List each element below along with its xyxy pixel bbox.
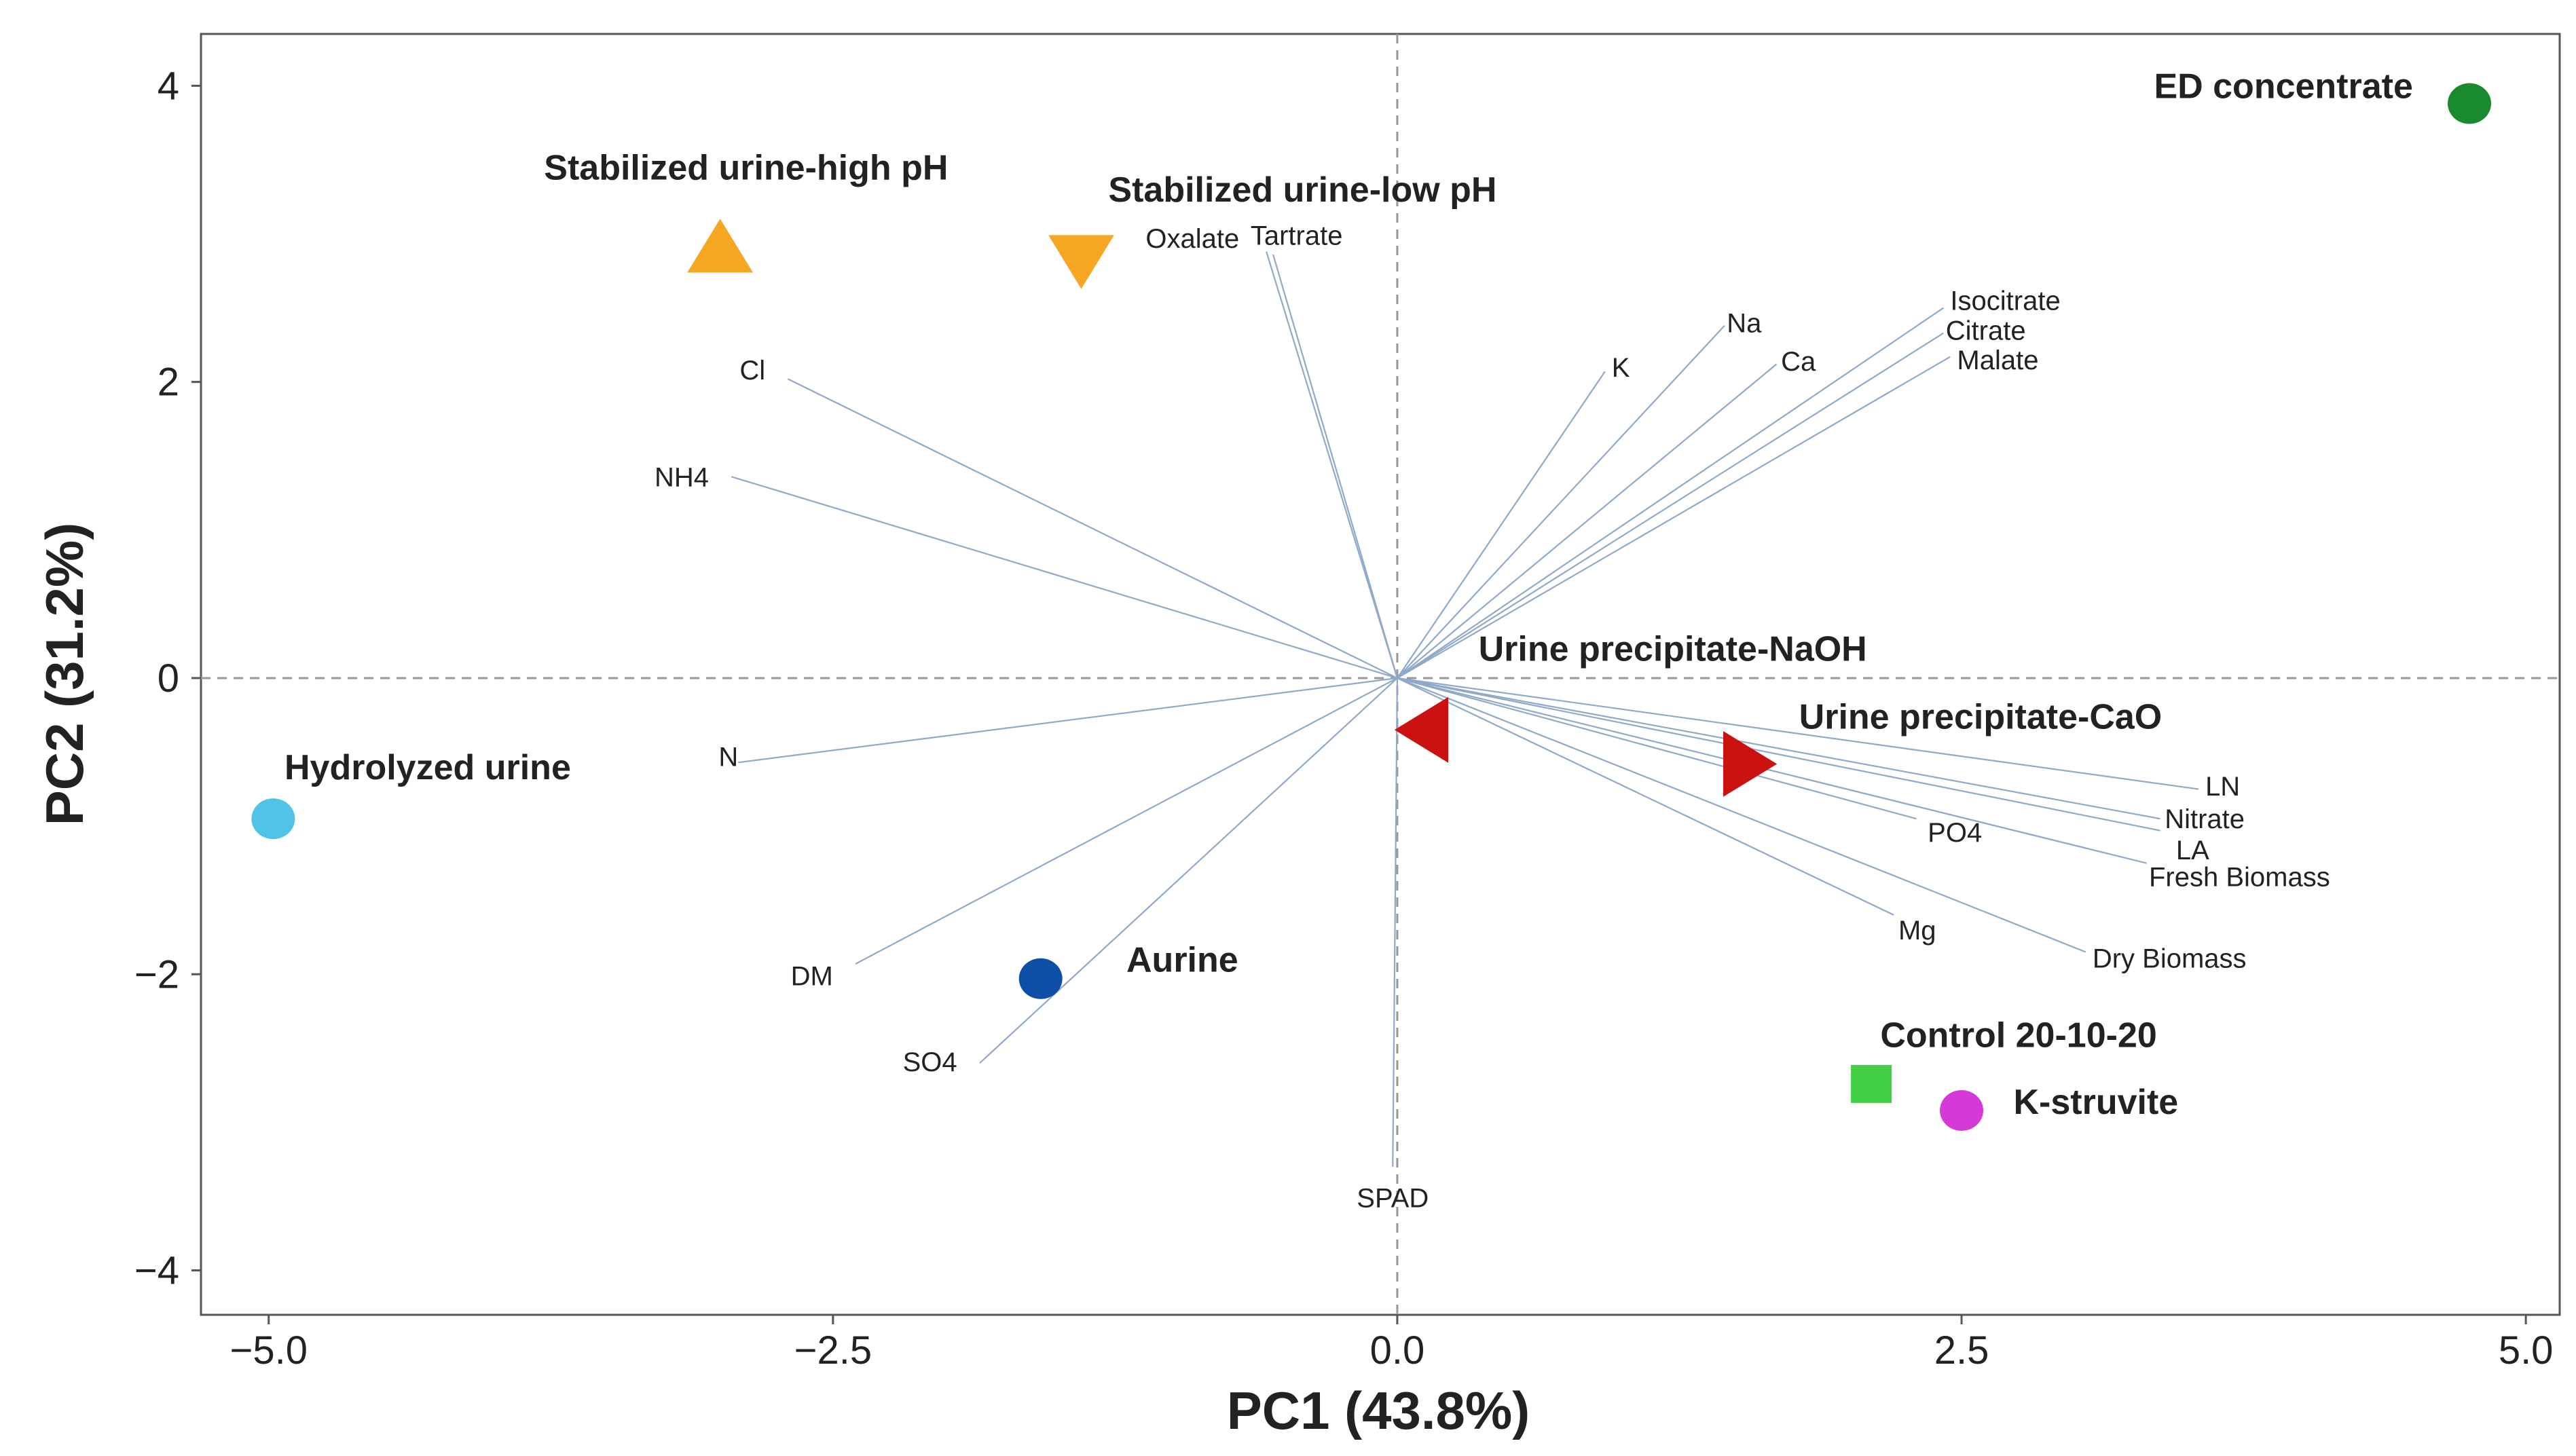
loading-vector: [855, 677, 1398, 965]
variable-label: PO4: [1928, 818, 1982, 848]
observation-point-circle: [251, 798, 295, 840]
loading-vector: [1397, 332, 1945, 679]
variable-label: K: [1612, 353, 1630, 383]
variable-label: Tartrate: [1251, 221, 1343, 251]
x-tick-label: −5.0: [229, 1328, 308, 1373]
variable-label: NH4: [655, 462, 709, 492]
loading-vector: [1266, 251, 1398, 679]
loading-vector: [979, 677, 1398, 1064]
loading-vector: [1392, 677, 1399, 1167]
variable-label: SO4: [903, 1047, 957, 1077]
observation-point-square: [1851, 1064, 1892, 1103]
observation-label: Control 20-10-20: [1880, 1016, 2156, 1056]
y-tick-label: −4: [134, 1249, 179, 1293]
observation-label: ED concentrate: [2154, 67, 2412, 106]
loading-vector: [1397, 371, 1606, 679]
variable-label: Mg: [1898, 916, 1936, 946]
loading-vectors: [731, 251, 2199, 1167]
observation-point-triangle: [1394, 696, 1449, 763]
loading-vector: [738, 677, 1398, 764]
loading-vector: [1397, 677, 1894, 916]
loading-vector: [1397, 325, 1725, 679]
y-tick-label: 2: [158, 360, 179, 405]
loading-vector: [1397, 677, 2199, 790]
variable-labels: Oxalate Tartrate Cl NH4 N DM SO4 SPAD K Na Ca Isoci…: [655, 221, 2330, 1214]
observation-point-triangle: [1723, 731, 1778, 797]
loading-vector: [1272, 254, 1398, 679]
variable-label: Isocitrate: [1950, 286, 2060, 316]
variable-label: Cl: [739, 356, 765, 386]
variable-label: Oxalate: [1145, 224, 1239, 254]
observation-points: [251, 83, 2492, 1131]
loading-vector: [1397, 677, 2147, 864]
variable-label: LA: [2176, 836, 2209, 865]
variable-label: Dry Biomass: [2093, 944, 2247, 973]
loading-vector: [1397, 307, 1945, 679]
observation-point-triangle: [687, 219, 754, 273]
loading-vector: [1397, 356, 1951, 679]
observation-point-circle: [1018, 958, 1063, 999]
variable-label: Citrate: [1946, 316, 2026, 346]
loading-vector: [1397, 677, 2160, 820]
observation-label: Urine precipitate-CaO: [1799, 698, 2163, 737]
loading-vector: [1397, 677, 2086, 953]
y-tick-label: −2: [134, 952, 179, 996]
observation-label: Urine precipitate-NaOH: [1479, 629, 1867, 669]
observation-label: Aurine: [1126, 940, 1238, 979]
observation-point-circle: [1940, 1089, 1984, 1131]
observation-label: Stabilized urine-high pH: [544, 148, 948, 187]
observation-label: Stabilized urine-low pH: [1108, 170, 1496, 210]
x-tick-label: 2.5: [1934, 1328, 1989, 1373]
loading-vector: [1397, 677, 1917, 820]
observation-label: Hydrolyzed urine: [284, 748, 571, 787]
loading-vector: [1397, 363, 1778, 679]
y-axis-title: PC2 (31.2%): [35, 523, 94, 826]
observation-point-circle: [2448, 83, 2492, 124]
variable-label: Na: [1727, 308, 1762, 338]
variable-label: Ca: [1781, 347, 1816, 377]
variable-label: LN: [2205, 772, 2240, 802]
loading-vector: [1397, 677, 2160, 832]
y-tick-label: 0: [158, 656, 179, 701]
x-tick-label: 5.0: [2499, 1328, 2554, 1373]
variable-label: Nitrate: [2165, 804, 2245, 834]
observation-labels: ED concentrate Stabilized urine-high pH St…: [284, 67, 2413, 1122]
observation-point-triangle: [1048, 235, 1114, 289]
loading-vector: [787, 378, 1398, 679]
variable-label: DM: [791, 961, 833, 991]
plot-frame: [200, 33, 2561, 1316]
x-tick-label: 0.0: [1370, 1328, 1425, 1373]
x-axis-title: PC1 (43.8%): [1227, 1381, 1530, 1440]
variable-label: SPAD: [1357, 1184, 1429, 1214]
observation-label: K-struvite: [2013, 1083, 2178, 1122]
y-tick-label: 4: [158, 64, 179, 108]
variable-label: Fresh Biomass: [2149, 862, 2330, 892]
variable-label: N: [718, 743, 738, 772]
x-tick-label: −2.5: [794, 1328, 872, 1373]
variable-label: Malate: [1957, 346, 2038, 375]
loading-vector: [731, 476, 1398, 679]
axis-ticks: −5.0 −2.5 0.0 2.5 5.0 4 2 0 −2 −4: [134, 64, 2554, 1373]
